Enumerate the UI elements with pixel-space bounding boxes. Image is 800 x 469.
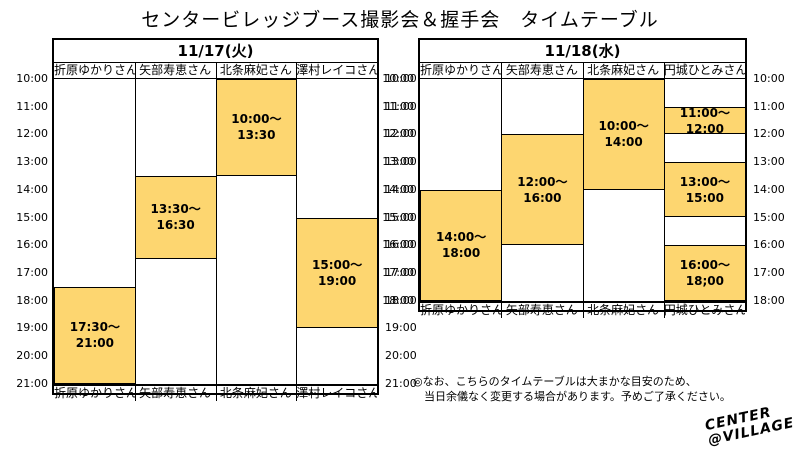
day2-tick-right: 17:00 (753, 265, 785, 279)
day1-header-member-3: 澤村レイコさん (296, 63, 377, 77)
day1-tick-right: 16:00 (385, 238, 417, 252)
day2-footer-member-2: 北条麻妃さん (587, 302, 660, 317)
day1-footer-member-1: 矢部寿恵さん (139, 385, 212, 400)
day1-header-member-2: 北条麻妃さん (219, 63, 292, 77)
day1-tick-left: 18:00 (16, 293, 48, 307)
day1-tick-left: 10:00 (16, 72, 48, 85)
day2-tick-right: 16:00 (753, 238, 785, 252)
day2-tick-left: 11:00 (382, 99, 414, 113)
day2-tick-right: 14:00 (753, 182, 785, 196)
day2-slot-time: 13:00～ (679, 174, 730, 189)
center-village-logo: CENTER @VILLAGE (704, 401, 796, 448)
day2-slot-time: 12:00 (685, 121, 724, 136)
day1-tick-left: 17:00 (16, 265, 48, 279)
timetable-day1: 11/17(火) 折原ゆかりさん 矢部寿恵さん 北条麻妃さん 澤村レイコさん 10:00～… (52, 38, 379, 401)
day1-tick-right: 18:00 (385, 293, 417, 307)
day2-tick-right: 15:00 (753, 210, 785, 224)
day1-header-member-1: 矢部寿恵さん (139, 63, 212, 77)
day2-slot-time: 16:00～ (679, 257, 730, 272)
day2-slot-3: 13:00～ 15:00 (663, 162, 746, 218)
day1-tick-left: 14:00 (16, 182, 48, 196)
day2-tick-left: 18:00 (382, 293, 414, 307)
day1-tick-right: 14:00 (385, 182, 417, 196)
day1-tick-right: 11:00 (385, 99, 417, 113)
day1-tick-left: 13:00 (16, 155, 48, 169)
day1-tick-right: 15:00 (385, 210, 417, 224)
day1-tick-right: 17:00 (385, 265, 417, 279)
day2-footer-member-0: 折原ゆかりさん (420, 302, 502, 317)
notice-line-1: ◎なお、こちらのタイムテーブルは大まかな目安のため、 (413, 375, 697, 388)
day1-tick-left: 20:00 (16, 349, 48, 362)
day1-tick-left: 12:00 (16, 127, 48, 141)
day1-slot-time: 19:00 (318, 273, 357, 288)
day1-footer-member-0: 折原ゆかりさん (54, 385, 135, 400)
day2-slot-1: 11:00～ 12:00 (663, 105, 746, 136)
day1-footer-member-3: 澤村レイコさん (296, 385, 377, 400)
day2-tick-left: 14:00 (382, 182, 414, 196)
day1-tick-right: 19:00 (385, 321, 417, 335)
day1-tick-right: 13:00 (385, 155, 417, 169)
day1-tick-left: 21:00 (16, 376, 48, 390)
day2-footer-member-3: 円城ひとみさん (663, 302, 745, 317)
day1-slot-0: 10:00～ 13:30 (215, 79, 298, 176)
notice-line-2: 当日余儀なく変更する場合があります。予めご了承ください。 (413, 390, 731, 403)
day2-tick-left: 10:00 (382, 72, 414, 85)
day1-date: 11/17(火) (54, 40, 377, 63)
day1-tick-left: 19:00 (16, 321, 48, 335)
day2-slot-time: 11:00～ (679, 105, 730, 120)
day1-slot-time: 21:00 (75, 336, 114, 351)
day1-slot-time: 17:30～ (69, 320, 120, 335)
day2-tick-right: 13:00 (753, 155, 785, 169)
day2-footer-divider (420, 300, 745, 303)
day2-header-member-0: 折原ゆかりさん (420, 63, 502, 77)
day1-slot-3: 17:30～ 21:00 (54, 286, 136, 384)
day2-slot-time: 18;00 (685, 273, 724, 288)
day2-header-member-1: 矢部寿恵さん (505, 63, 578, 77)
day2-slot-time: 10:00～ (598, 119, 649, 134)
day2-tick-right: 11:00 (753, 99, 785, 113)
day1-tick-right: 20:00 (385, 349, 417, 362)
day2-slot-0: 10:00～ 14:00 (582, 79, 665, 190)
day2-tick-left: 17:00 (382, 265, 414, 279)
day1-tick-right: 12:00 (385, 127, 417, 141)
day2-tick-left: 15:00 (382, 210, 414, 224)
notice-text: ◎なお、こちらのタイムテーブルは大まかな目安のため、 当日余儀なく変更する場合が… (413, 374, 731, 404)
day2-slot-time: 15:00 (685, 190, 724, 205)
day2-slot-time: 12:00～ (517, 174, 568, 189)
day2-slot-2: 12:00～ 16:00 (501, 134, 584, 246)
day1-slot-1: 13:30～ 16:30 (134, 175, 217, 260)
day2-footer-member-1: 矢部寿恵さん (505, 302, 578, 317)
day2-tick-right: 18:00 (753, 293, 785, 307)
day2-header-member-2: 北条麻妃さん (587, 63, 660, 77)
day2-header-member-3: 円城ひとみさん (663, 63, 745, 77)
day2-date: 11/18(水) (420, 40, 745, 63)
day2-tick-left: 13:00 (382, 155, 414, 169)
day1-tick-left: 11:00 (16, 99, 48, 113)
day1-slot-2: 15:00～ 19:00 (296, 217, 378, 329)
day1-slot-time: 13:30 (237, 128, 276, 143)
day2-slot-time: 14:00～ (436, 230, 487, 245)
day2-tick-right: 10:00 (753, 72, 785, 85)
day1-slot-time: 15:00～ (312, 257, 363, 272)
day1-footer-member-2: 北条麻妃さん (219, 385, 292, 400)
page-title: センタービレッジブース撮影会＆握手会 タイムテーブル (141, 9, 659, 31)
day1-tick-right: 21:00 (385, 376, 417, 390)
day2-tick-left: 12:00 (382, 127, 414, 141)
day2-slot-time: 14:00 (604, 135, 643, 150)
day2-tick-right: 12:00 (753, 127, 785, 141)
day1-footer-divider (54, 383, 377, 386)
day1-tick-left: 16:00 (16, 238, 48, 252)
day1-slot-time: 10:00～ (231, 112, 282, 127)
day2-tick-left: 16:00 (382, 238, 414, 252)
day1-slot-time: 16:30 (156, 218, 195, 233)
day2-slot-5: 16:00～ 18;00 (663, 245, 746, 301)
timetable-day2: 11/18(水) 折原ゆかりさん 矢部寿恵さん 北条麻妃さん 円城ひとみさん 10:00～… (418, 38, 747, 318)
day2-slot-time: 18:00 (442, 246, 481, 261)
day1-slot-time: 13:30～ (150, 202, 201, 217)
day1-tick-left: 15:00 (16, 210, 48, 224)
day1-header-member-0: 折原ゆかりさん (54, 63, 135, 77)
day2-slot-time: 16:00 (523, 190, 562, 205)
day2-slot-4: 14:00～ 18:00 (420, 189, 503, 301)
day1-tick-right: 10:00 (385, 72, 417, 85)
